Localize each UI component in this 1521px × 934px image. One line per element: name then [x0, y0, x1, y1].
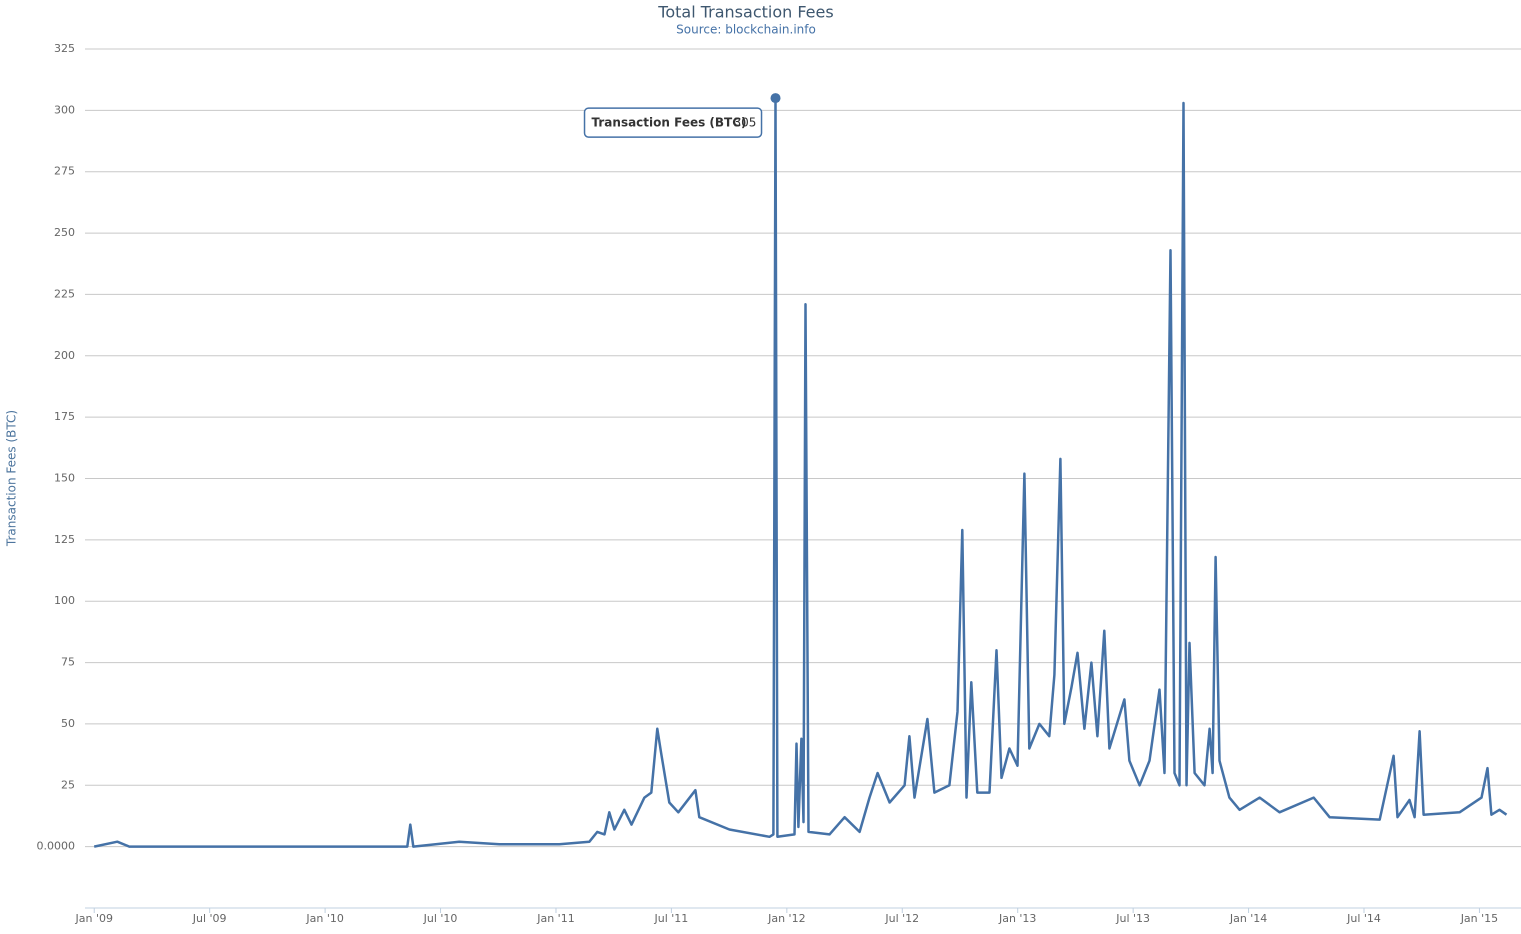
y-tick-label: 175	[54, 410, 75, 423]
y-tick-label: 225	[54, 287, 75, 300]
y-tick-label: 0.0000	[37, 840, 76, 853]
y-axis-title: Transaction Fees (BTC)	[5, 410, 19, 547]
y-tick-label: 250	[54, 226, 75, 239]
x-tick-label: Jul '09	[192, 912, 227, 925]
x-tick-label: Jan '09	[74, 912, 112, 925]
y-tick-label: 100	[54, 594, 75, 607]
chart-title: Total Transaction Fees	[657, 3, 833, 22]
chart-subtitle: Source: blockchain.info	[676, 23, 816, 37]
x-tick-label: Jul '11	[654, 912, 689, 925]
y-tick-label: 275	[54, 165, 75, 178]
tooltip-box	[583, 107, 763, 138]
x-tick-label: Jan '14	[1229, 912, 1267, 925]
x-tick-label: Jan '12	[767, 912, 805, 925]
y-tick-label: 75	[61, 656, 75, 669]
series-line	[93, 96, 1508, 848]
x-tick-label: Jan '11	[536, 912, 574, 925]
y-tick-label: 300	[54, 103, 75, 116]
tooltip: Transaction Fees (BTC)305	[583, 107, 763, 138]
x-tick-label: Jul '14	[1346, 912, 1381, 925]
x-tick-label: Jan '13	[998, 912, 1036, 925]
tooltip-value: 305	[734, 116, 757, 130]
y-tick-label: 200	[54, 349, 75, 362]
x-tick-label: Jul '10	[423, 912, 458, 925]
x-tick-label: Jul '13	[1115, 912, 1150, 925]
y-tick-label: 325	[54, 42, 75, 55]
y-tick-label: 125	[54, 533, 75, 546]
x-tick-label: Jan '10	[305, 912, 343, 925]
x-tick-label: Jul '12	[884, 912, 919, 925]
x-tick-label: Jan '15	[1460, 912, 1498, 925]
tooltip-series-name: Transaction Fees (BTC)	[592, 116, 747, 130]
y-tick-label: 150	[54, 472, 75, 485]
y-tick-label: 25	[61, 778, 75, 791]
hover-marker	[770, 93, 781, 104]
y-tick-label: 50	[61, 717, 75, 730]
